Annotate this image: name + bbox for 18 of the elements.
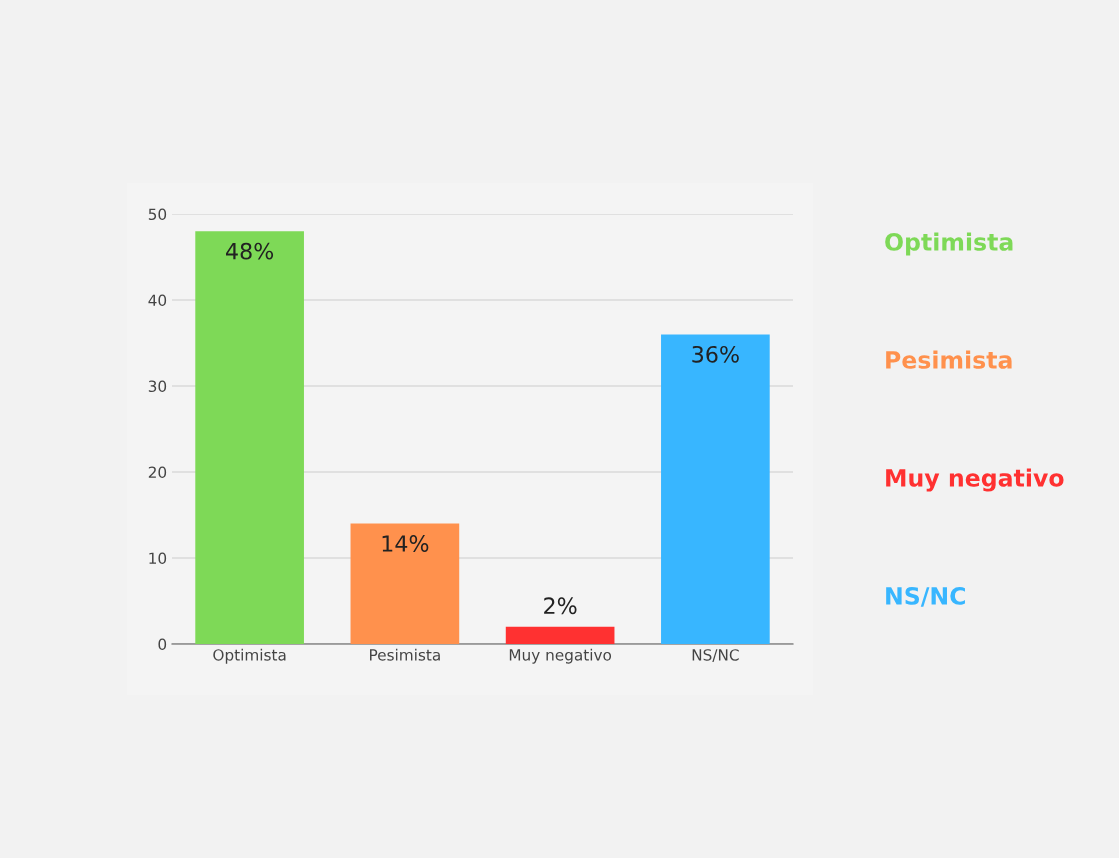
y-tick-label: 30 <box>148 380 167 393</box>
y-tick-label: 10 <box>149 552 167 565</box>
data-label: 2% <box>544 597 577 615</box>
category-label: Muy negativo <box>886 468 1064 492</box>
category-label: NS/NC <box>886 586 965 607</box>
category-label: Pesimista <box>886 350 1012 369</box>
data-label: 48% <box>226 242 274 260</box>
category-label: Optimista <box>885 232 1013 256</box>
x-tick-label: Optimista <box>213 648 286 664</box>
data-label: 36% <box>692 345 739 363</box>
y-tick-label: 40 <box>148 294 167 307</box>
x-tick-label: NS/NC <box>692 649 739 662</box>
y-tick-label: 50 <box>148 208 167 221</box>
y-tick-label: 20 <box>148 466 167 479</box>
data-label: 14% <box>382 535 429 552</box>
x-tick-label: Muy negativo <box>509 648 612 664</box>
y-tick-label: 0 <box>158 638 167 651</box>
x-tick-label: Pesimista <box>370 648 440 661</box>
